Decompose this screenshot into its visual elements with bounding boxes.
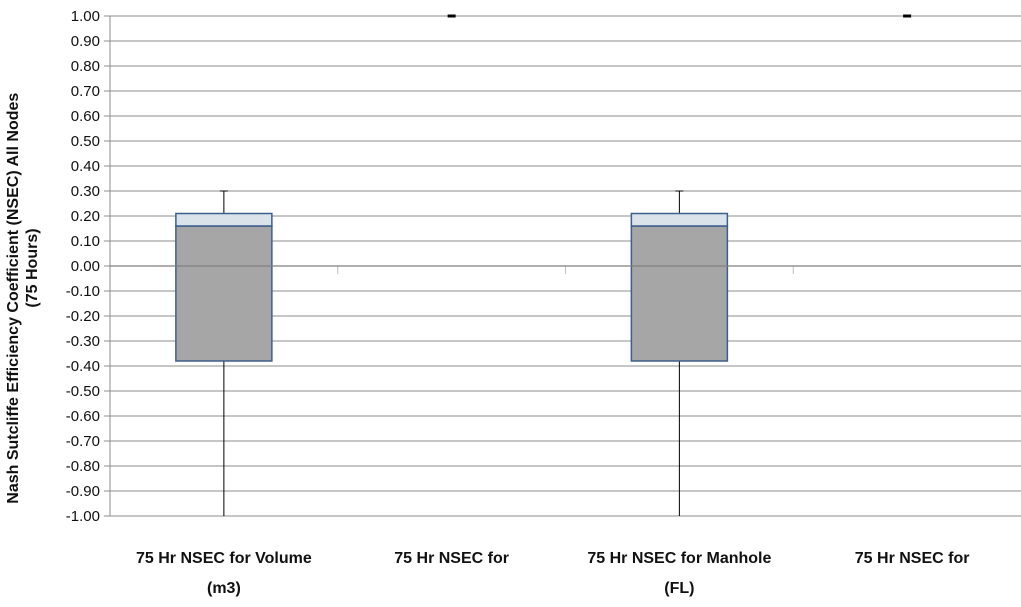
max-marker	[903, 14, 912, 18]
y-tick-label: -0.90	[66, 483, 100, 500]
max-marker	[447, 14, 456, 18]
y-tick-label: -0.40	[66, 358, 100, 375]
category-label: 75 Hr NSEC for Volume (m3)	[136, 550, 312, 597]
y-tick-label: -0.70	[66, 433, 100, 450]
category-label: 75 Hr NSEC for	[855, 550, 970, 567]
x-axis-category-labels: 75 Hr NSEC for Volume (m3) 75 Hr NSEC for 7…	[136, 550, 969, 597]
y-tick-label: -0.10	[66, 283, 100, 300]
y-tick-label: 0.70	[71, 83, 100, 100]
y-tick-label: 0.90	[71, 33, 100, 50]
y-tick-label: -0.60	[66, 408, 100, 425]
box-upper	[175, 212, 273, 227]
y-axis-title: Nash Sutcliffe Efficiency Coefficient (N…	[5, 88, 41, 503]
category-label: 75 Hr NSEC for Manhole (FL)	[587, 550, 771, 597]
y-tick-label: 0.60	[71, 108, 100, 125]
y-axis-title-line2: (75 Hours)	[24, 228, 41, 307]
box-upper	[630, 212, 729, 227]
y-tick-label: -0.20	[66, 308, 100, 325]
y-tick-label: -0.30	[66, 333, 100, 350]
y-tick-label: -1.00	[66, 508, 100, 525]
y-tick-label: 0.50	[71, 133, 100, 150]
y-axis-title-line1: Nash Sutcliffe Efficiency Coefficient (N…	[5, 93, 22, 504]
y-tick-label: 0.40	[71, 158, 100, 175]
y-tick-label: 0.10	[71, 233, 100, 250]
y-tick-label: -0.80	[66, 458, 100, 475]
box-lower	[630, 225, 729, 362]
box-lower	[175, 225, 273, 362]
y-tick-label: -0.50	[66, 383, 100, 400]
y-tick-label: 0.20	[71, 208, 100, 225]
y-tick-label: 0.00	[71, 258, 100, 275]
box-marks	[110, 14, 1021, 516]
y-tick-label: 0.30	[71, 183, 100, 200]
y-tick-label: 0.80	[71, 58, 100, 75]
y-tick-label: 1.00	[71, 8, 100, 25]
y-axis-tick-labels: -1.00 -0.90 -0.80 -0.70 -0.60 -0.50 -0.40 -0.30…	[66, 8, 100, 525]
category-label: 75 Hr NSEC for	[394, 550, 509, 567]
